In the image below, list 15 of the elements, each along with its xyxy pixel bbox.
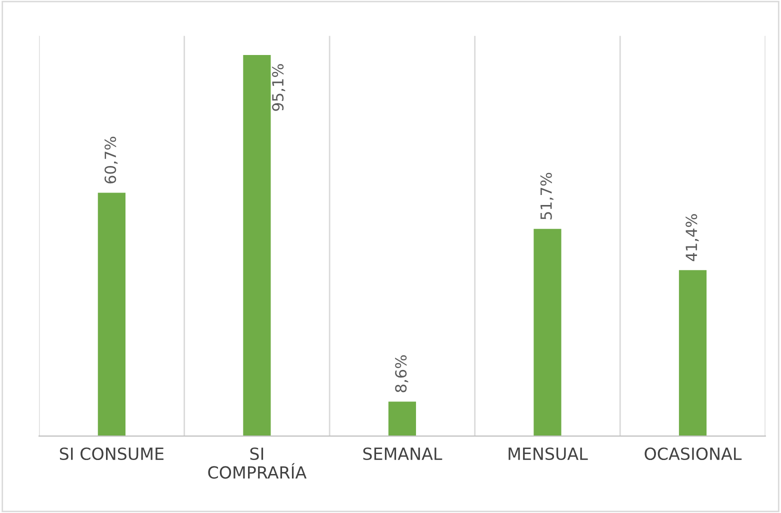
bar	[678, 270, 707, 436]
data-label: 95,1%	[272, 64, 286, 111]
bar	[388, 402, 416, 436]
x-tick-label: SEMANAL	[363, 447, 442, 460]
data-label: 60,7%	[104, 136, 118, 184]
data-label: 8,6%	[395, 355, 408, 392]
x-tick-label: SI CONSUME	[60, 447, 164, 460]
bar	[98, 192, 126, 436]
data-label: 41,4%	[686, 214, 699, 262]
bar	[534, 228, 562, 436]
bar	[243, 54, 271, 436]
x-tick-label: MENSUAL	[508, 447, 588, 460]
x-tick-label: SI COMPRARÍA	[208, 447, 307, 479]
data-label: 51,7%	[540, 172, 554, 220]
x-tick-label: OCASIONAL	[644, 447, 742, 460]
